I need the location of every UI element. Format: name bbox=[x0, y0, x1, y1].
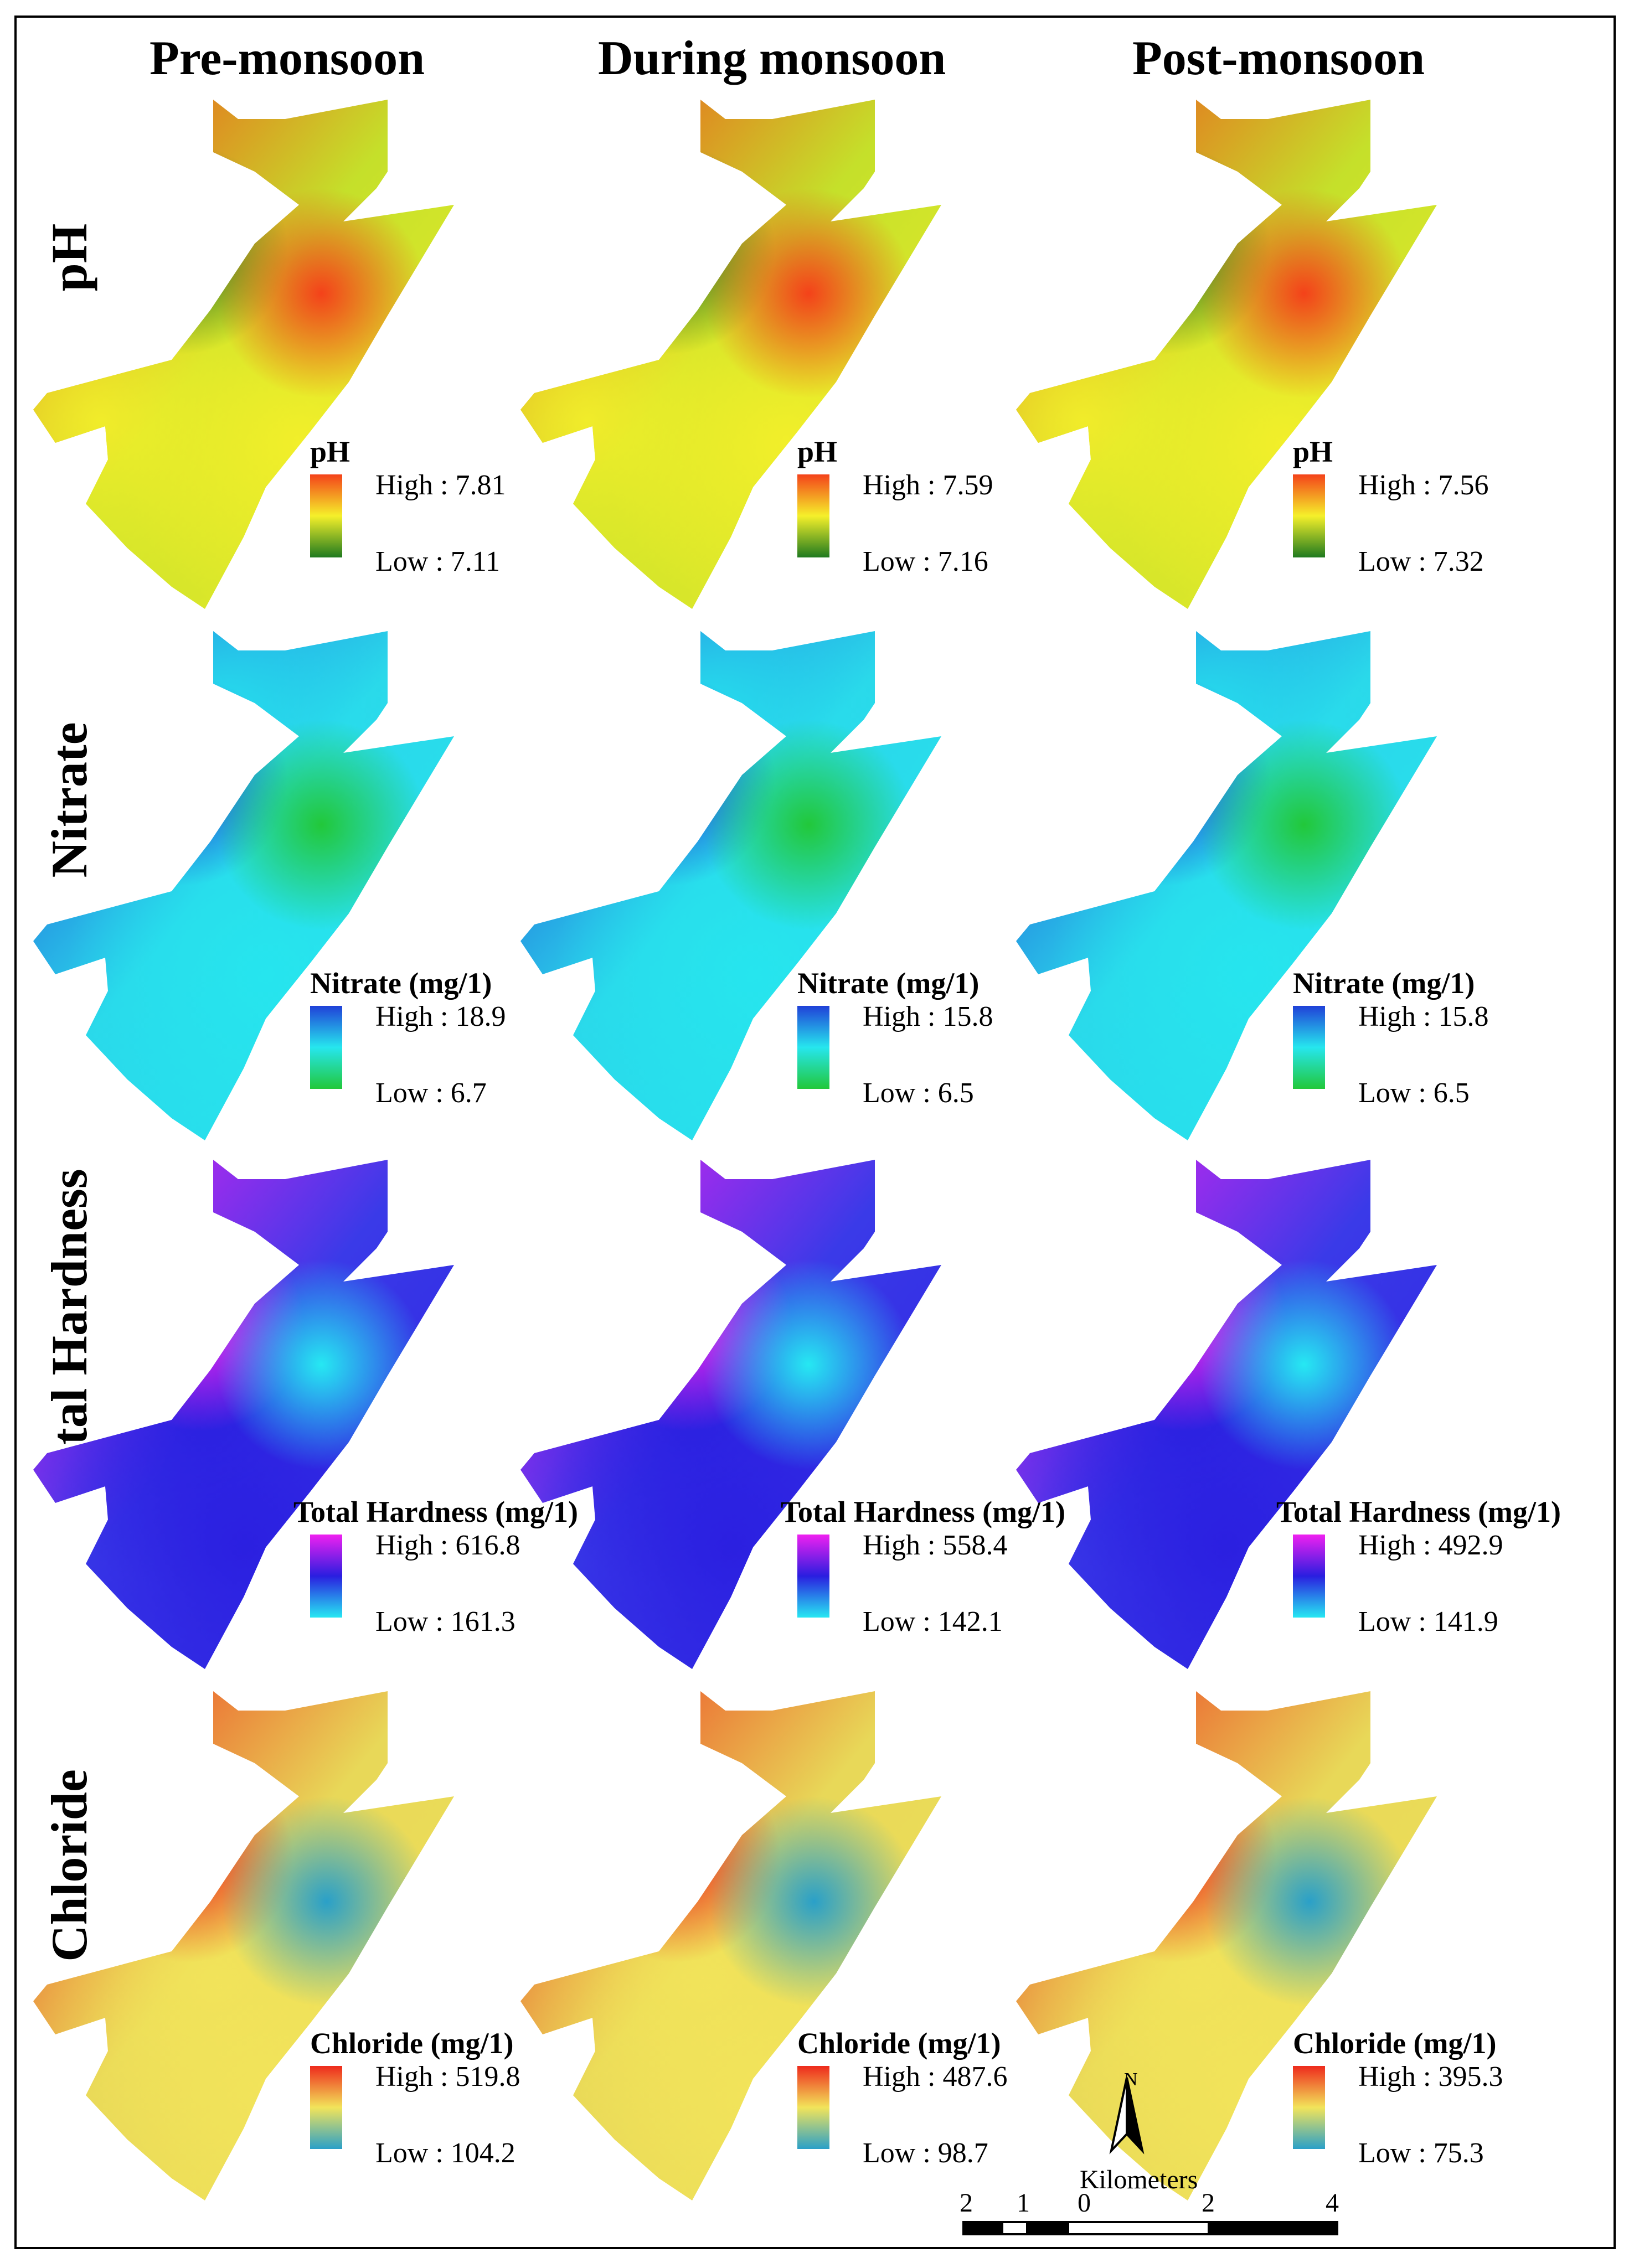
map-panel bbox=[1016, 1691, 1437, 2200]
legend-title: Total Hardness (mg/1) bbox=[781, 1495, 1066, 1528]
legend-high-value: High : 616.8 bbox=[375, 1530, 520, 1561]
map-panel bbox=[520, 100, 941, 609]
legend-high-value: High : 7.59 bbox=[863, 469, 993, 501]
legend-high-value: High : 15.8 bbox=[1358, 1001, 1489, 1032]
figure-frame bbox=[14, 16, 1616, 2249]
legend-low-value: Low : 6.5 bbox=[863, 1077, 974, 1109]
legend-low-value: Low : 7.16 bbox=[863, 546, 988, 577]
legend-color-ramp bbox=[797, 1006, 829, 1089]
legend-low-value: Low : 7.11 bbox=[375, 546, 500, 577]
legend-title: Nitrate (mg/1) bbox=[797, 967, 980, 1000]
legend-high-value: High : 558.4 bbox=[863, 1530, 1008, 1561]
legend-high-value: High : 15.8 bbox=[863, 1001, 993, 1032]
legend-title: Total Hardness (mg/1) bbox=[293, 1495, 579, 1528]
legend-low-value: Low : 7.32 bbox=[1358, 546, 1484, 577]
legend-low-value: Low : 75.3 bbox=[1358, 2137, 1484, 2169]
scale-tick: 2 bbox=[1202, 2188, 1215, 2218]
scale-tick: 1 bbox=[1017, 2188, 1030, 2218]
legend-color-ramp bbox=[797, 474, 829, 557]
legend-low-value: Low : 6.7 bbox=[375, 1077, 487, 1109]
legend-low-value: Low : 161.3 bbox=[375, 1606, 516, 1637]
map-panel bbox=[1016, 631, 1437, 1140]
legend-color-ramp bbox=[1293, 1535, 1325, 1618]
legend-high-value: High : 395.3 bbox=[1358, 2061, 1503, 2093]
column-title-post-monsoon: Post-monsoon bbox=[1132, 32, 1425, 85]
north-arrow-icon bbox=[1109, 2077, 1145, 2155]
map-panel bbox=[33, 1160, 454, 1669]
map-panel bbox=[520, 631, 941, 1140]
scale-tick: 0 bbox=[1078, 2188, 1091, 2218]
legend-high-value: High : 7.81 bbox=[375, 469, 506, 501]
scale-bar bbox=[962, 2221, 1338, 2235]
legend-low-value: Low : 142.1 bbox=[863, 1606, 1003, 1637]
legend-color-ramp bbox=[1293, 1006, 1325, 1089]
legend-title: Chloride (mg/1) bbox=[1293, 2027, 1497, 2060]
legend-title: Chloride (mg/1) bbox=[310, 2027, 514, 2060]
map-panel bbox=[1016, 100, 1437, 609]
legend-title: Nitrate (mg/1) bbox=[1293, 967, 1475, 1000]
column-title-pre-monsoon: Pre-monsoon bbox=[150, 32, 425, 85]
legend-high-value: High : 492.9 bbox=[1358, 1530, 1503, 1561]
legend-color-ramp bbox=[797, 2066, 829, 2149]
legend-low-value: Low : 98.7 bbox=[863, 2137, 988, 2169]
legend-title: pH bbox=[310, 435, 350, 468]
legend-color-ramp bbox=[310, 1535, 342, 1618]
legend-color-ramp bbox=[1293, 474, 1325, 557]
legend-low-value: Low : 6.5 bbox=[1358, 1077, 1470, 1109]
map-panel bbox=[33, 631, 454, 1140]
scale-tick: 4 bbox=[1326, 2188, 1339, 2218]
legend-high-value: High : 7.56 bbox=[1358, 469, 1489, 501]
map-panel bbox=[1016, 1160, 1437, 1669]
legend-color-ramp bbox=[310, 474, 342, 557]
legend-high-value: High : 519.8 bbox=[375, 2061, 520, 2093]
map-panel bbox=[520, 1160, 941, 1669]
scale-unit-label: Kilometers bbox=[1080, 2165, 1198, 2194]
legend-low-value: Low : 104.2 bbox=[375, 2137, 516, 2169]
map-panel bbox=[33, 1691, 454, 2200]
legend-color-ramp bbox=[310, 1006, 342, 1089]
legend-high-value: High : 18.9 bbox=[375, 1001, 506, 1032]
map-panel bbox=[33, 100, 454, 609]
column-title-during-monsoon: During monsoon bbox=[598, 32, 946, 85]
legend-color-ramp bbox=[310, 2066, 342, 2149]
legend-low-value: Low : 141.9 bbox=[1358, 1606, 1498, 1637]
map-panel bbox=[520, 1691, 941, 2200]
legend-color-ramp bbox=[1293, 2066, 1325, 2149]
scale-tick: 2 bbox=[960, 2188, 973, 2218]
legend-title: pH bbox=[1293, 435, 1333, 468]
legend-title: pH bbox=[797, 435, 838, 468]
legend-title: Total Hardness (mg/1) bbox=[1276, 1495, 1561, 1528]
legend-title: Nitrate (mg/1) bbox=[310, 967, 492, 1000]
legend-high-value: High : 487.6 bbox=[863, 2061, 1008, 2093]
legend-title: Chloride (mg/1) bbox=[797, 2027, 1001, 2060]
north-label: N bbox=[1124, 2069, 1138, 2090]
legend-color-ramp bbox=[797, 1535, 829, 1618]
